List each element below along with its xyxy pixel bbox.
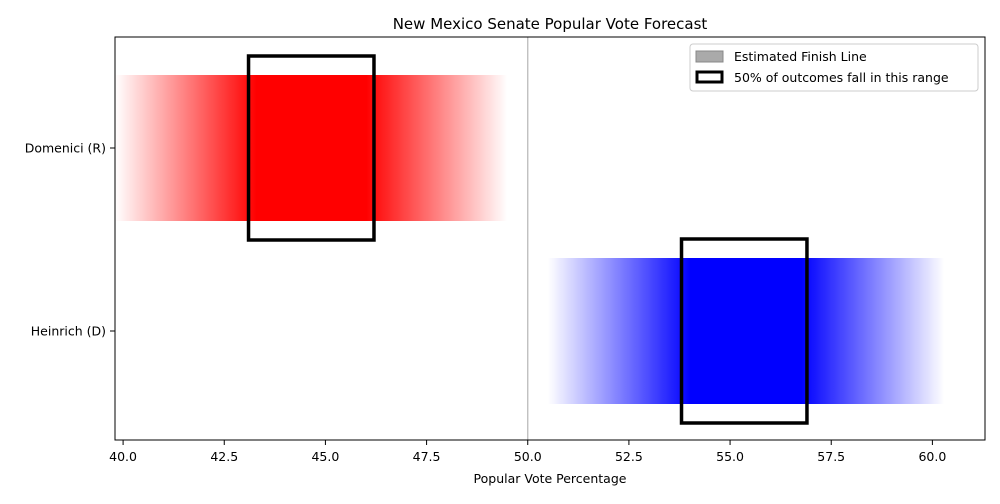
x-tick-label: 40.0	[109, 449, 137, 464]
x-tick-label: 47.5	[413, 449, 441, 464]
legend-label-iqr: 50% of outcomes fall in this range	[734, 70, 949, 85]
x-tick-label: 42.5	[210, 449, 238, 464]
iqr-box-domenici-r	[246, 54, 376, 242]
legend-label-finish-line: Estimated Finish Line	[734, 49, 867, 64]
iqr-box-heinrich-d	[679, 237, 809, 425]
chart-title: New Mexico Senate Popular Vote Forecast	[393, 15, 708, 33]
x-tick-label: 60.0	[918, 449, 946, 464]
x-tick-label: 45.0	[311, 449, 339, 464]
x-tick-label: 57.5	[817, 449, 845, 464]
axes-frame	[114, 36, 986, 441]
y-axis: Domenici (R) Heinrich (D)	[25, 141, 115, 339]
legend-swatch-finish-line	[695, 50, 724, 63]
legend: Estimated Finish Line 50% of outcomes fa…	[689, 43, 979, 92]
x-axis-label: Popular Vote Percentage	[474, 471, 627, 486]
y-tick-label-domenici-r: Domenici (R)	[25, 141, 106, 156]
x-tick-label: 50.0	[514, 449, 542, 464]
legend-box	[689, 43, 979, 92]
legend-swatch-iqr	[695, 70, 724, 84]
distribution-bar-domenici-r	[115, 75, 508, 221]
y-tick-label-heinrich-d: Heinrich (D)	[31, 324, 106, 339]
distribution-bar-heinrich-d	[547, 258, 945, 404]
plot-area	[115, 37, 945, 440]
x-tick-label: 52.5	[615, 449, 643, 464]
x-axis: 40.0 42.5 45.0 47.5 50.0 52.5 55.0 57.5 60.0	[109, 440, 946, 464]
x-tick-label: 55.0	[716, 449, 744, 464]
